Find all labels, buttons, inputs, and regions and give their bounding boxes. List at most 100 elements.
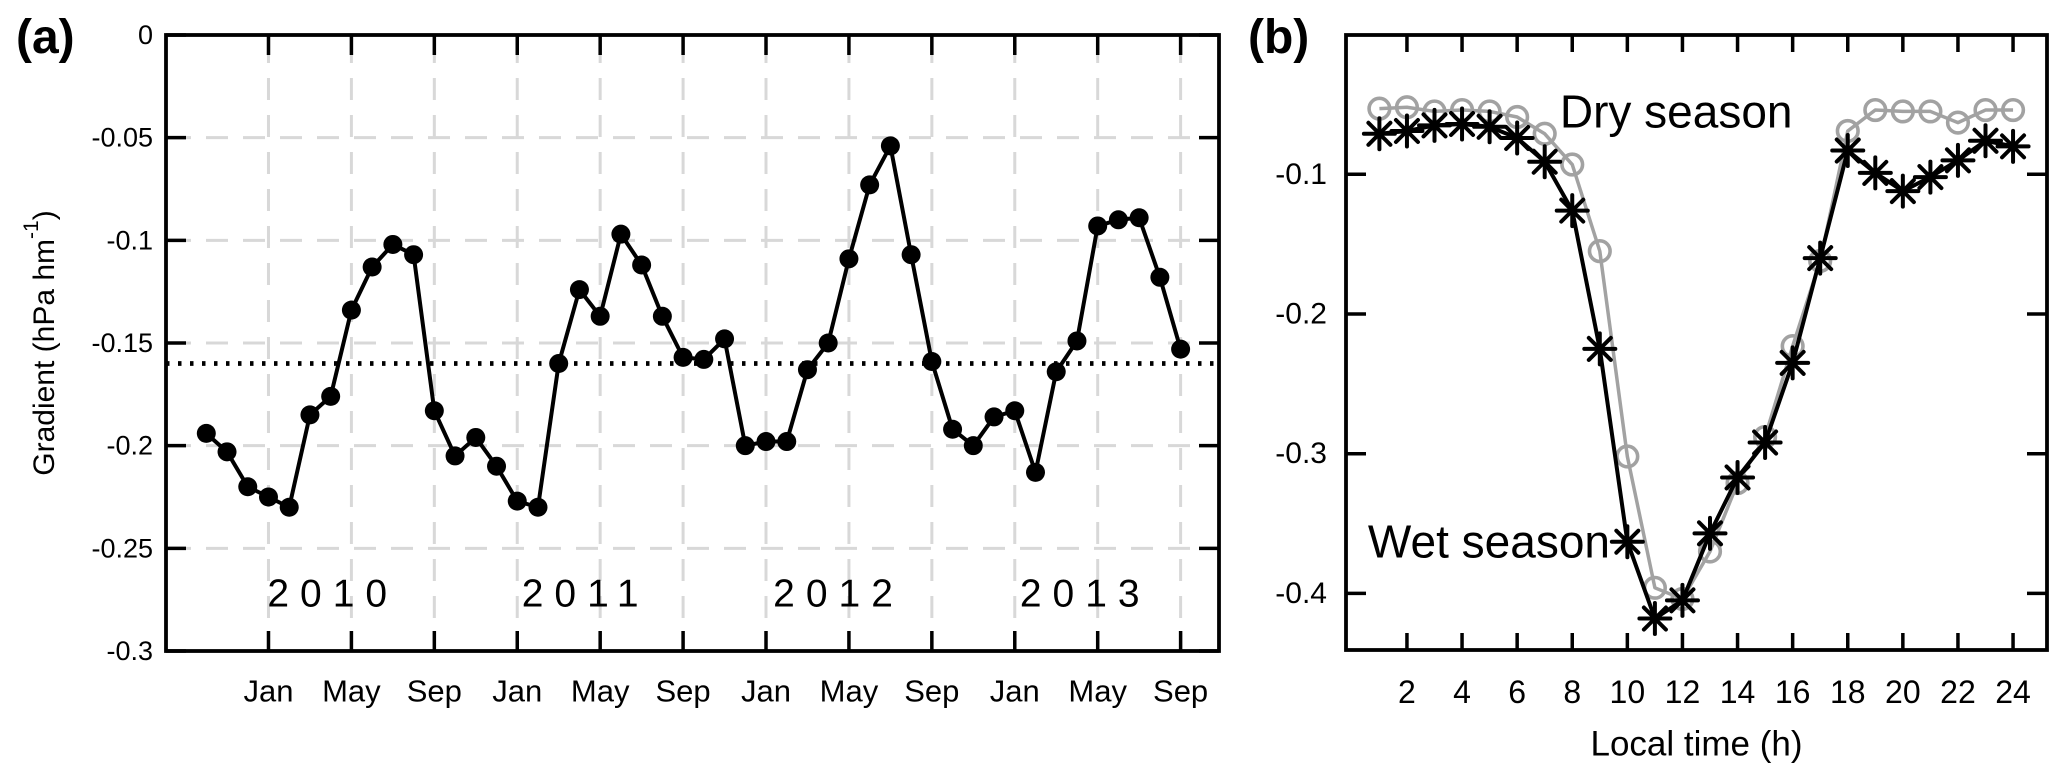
data-point-marker — [341, 300, 361, 320]
panel-b: -0.1-0.2-0.3-0.42 4 6 8 10 12 14 16 18 20 22 24Loca… — [1275, 33, 2049, 764]
data-point-marker — [549, 354, 569, 374]
y-tick-label: -0.05 — [91, 123, 153, 153]
y-tick-label: -0.2 — [106, 431, 153, 461]
x-tick-label: Sep — [407, 674, 462, 709]
data-point-marker — [1129, 208, 1149, 228]
open-circle-marker — [1890, 99, 1915, 124]
panel-a-label: (a) — [16, 11, 75, 64]
x-tick-label: 24 — [1995, 674, 2031, 710]
data-point-marker — [818, 333, 838, 353]
line — [1586, 335, 1613, 362]
data-point-marker — [963, 436, 983, 456]
asterisk-marker — [1830, 133, 1866, 169]
x-tick-label: May — [571, 674, 630, 709]
data-point-marker — [466, 427, 486, 447]
asterisk-marker — [1609, 524, 1645, 560]
line — [1724, 464, 1751, 491]
year-label: 2013 — [1020, 573, 1151, 616]
x-tick-label: Sep — [904, 674, 959, 709]
y-tick-label: -0.1 — [1275, 158, 1327, 191]
line — [1752, 429, 1779, 456]
x-tick-label: 22 — [1940, 674, 1976, 710]
asterisk-marker — [1417, 107, 1452, 143]
x-tick-label: 12 — [1665, 674, 1701, 710]
x-tick-label: 14 — [1720, 674, 1756, 710]
x-tick-label: 20 — [1885, 674, 1921, 710]
asterisk-marker — [1499, 120, 1535, 156]
open-circle-marker — [1973, 97, 1998, 123]
data-point-marker — [487, 456, 507, 476]
panel-b-axes — [1344, 33, 2049, 652]
data-point-marker — [1067, 331, 1087, 351]
line — [1393, 117, 1420, 144]
year-label: 2010 — [267, 573, 398, 616]
x-tick-label: Jan — [741, 674, 791, 709]
data-point-marker — [1150, 267, 1170, 287]
data-point-marker — [424, 401, 444, 421]
panel-a-labels: 0 -0.05 -0.1 -0.15 -0.2 -0.25 -0.3 Jan May Sep Jan… — [91, 20, 1208, 709]
data-point-marker — [984, 407, 1004, 427]
open-circle-marker — [1918, 99, 1943, 124]
annotation-wet-season: Wet season — [1368, 516, 1610, 568]
line — [1476, 113, 1503, 140]
panel-b-labels: -0.1-0.2-0.3-0.42 4 6 8 10 12 14 16 18 20 22 24Loca… — [1275, 85, 2031, 763]
x-tick-label: Jan — [492, 674, 542, 709]
asterisk-marker — [1389, 113, 1425, 149]
data-point-marker — [673, 347, 693, 367]
data-point-marker — [590, 306, 610, 326]
data-point-marker — [1046, 362, 1066, 382]
asterisk-marker — [1554, 193, 1590, 229]
year-label: 2011 — [522, 573, 650, 616]
y-tick-label: -0.15 — [91, 328, 153, 358]
data-point-marker — [943, 419, 963, 439]
data-point-marker — [860, 175, 880, 195]
panel-b-label: (b) — [1248, 11, 1310, 64]
open-circle-marker — [2000, 97, 2026, 123]
line — [1917, 164, 1944, 191]
x-tick-label: Sep — [656, 674, 711, 709]
data-point-marker — [880, 136, 900, 156]
asterisk-marker — [1361, 116, 1397, 152]
line — [1559, 197, 1586, 224]
line — [1696, 520, 1724, 547]
data-point-marker — [632, 255, 652, 275]
open-circle-marker — [1587, 239, 1612, 264]
y-tick-label: 0 — [138, 20, 153, 50]
line — [1531, 148, 1558, 175]
line — [1889, 178, 1916, 205]
asterisk-marker — [1527, 144, 1563, 180]
line — [1834, 137, 1861, 164]
open-circle-marker — [1945, 110, 1971, 135]
line — [1614, 528, 1641, 555]
x-tick-label: 10 — [1610, 674, 1646, 710]
data-point-marker — [1088, 216, 1108, 236]
data-point-marker — [1026, 462, 1045, 482]
asterisk-marker — [1637, 601, 1673, 637]
x-axis-label: Local time (h) — [1590, 725, 1802, 764]
asterisk-marker — [1692, 515, 1728, 551]
asterisk-marker — [1472, 109, 1508, 145]
line — [1779, 349, 1806, 376]
asterisk-marker — [1995, 128, 2031, 164]
asterisk-marker — [1720, 459, 1756, 495]
data-point-marker — [507, 491, 527, 511]
line — [1449, 111, 1476, 138]
y-tick-label: -0.3 — [106, 636, 153, 666]
asterisk-marker — [1940, 142, 1976, 178]
data-point-marker — [404, 245, 424, 265]
data-point-marker — [279, 497, 299, 517]
data-point-marker — [528, 497, 548, 517]
data-point-marker — [258, 487, 278, 507]
line — [1366, 120, 1393, 147]
open-circle-marker — [1863, 97, 1888, 123]
x-tick-label: May — [322, 674, 381, 709]
data-point-marker — [922, 351, 942, 371]
x-tick-label: May — [820, 674, 879, 709]
data-point-marker — [901, 245, 921, 265]
wet-season — [1361, 106, 2031, 637]
data-point-marker — [1108, 210, 1128, 230]
y-tick-label: -0.4 — [1275, 577, 1327, 610]
line — [1807, 245, 1834, 272]
data-point-marker — [238, 477, 258, 497]
data-point-marker — [321, 386, 341, 406]
